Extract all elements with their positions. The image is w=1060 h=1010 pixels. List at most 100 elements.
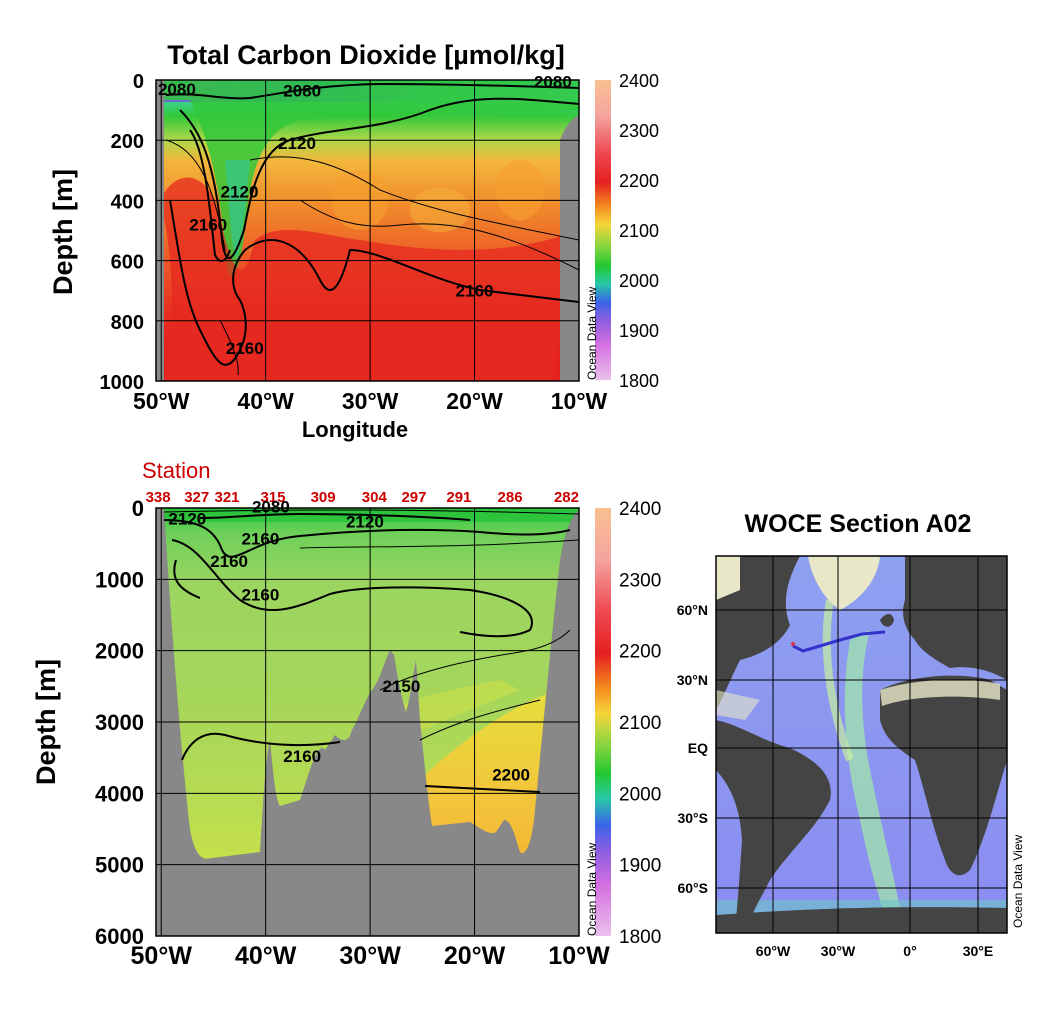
bottom-contour-label: 2160 — [210, 552, 248, 571]
map-credit: Ocean Data View — [1011, 835, 1025, 928]
bottom-colorbar-tick-label: 2400 — [619, 499, 661, 520]
bottom-y-tick-label: 0 — [132, 496, 144, 521]
bottom-x-tick-label: 30°W — [339, 942, 401, 970]
map-lon-label: 0° — [903, 943, 916, 959]
bottom-colorbar-tick-label: 1800 — [619, 927, 661, 948]
station-numbers: 338 327 321 315 309 304 297 291 286 282 — [146, 489, 579, 506]
station-number: 291 — [446, 489, 471, 506]
map-lon-label: 60°W — [756, 943, 791, 959]
bottom-y-tick-label: 2000 — [95, 639, 144, 664]
top-x-tick-label: 50°W — [133, 388, 190, 414]
bottom-y-tick-label: 1000 — [95, 567, 144, 592]
bottom-y-tick-label: 6000 — [95, 924, 144, 949]
bottom-colorbar-ticks: 2400 2300 2200 2100 2000 1900 1800 — [619, 499, 661, 948]
top-contour-label: 2120 — [278, 134, 316, 153]
top-x-axis: 50°W 40°W 30°W 20°W 10°W — [133, 388, 608, 414]
station-number: 315 — [260, 489, 285, 506]
top-x-tick-label: 20°W — [446, 388, 503, 414]
top-y-tick-label: 1000 — [100, 372, 145, 394]
top-y-label: Depth [m] — [48, 169, 78, 295]
bottom-contour-label: 2150 — [383, 677, 421, 696]
top-section-field — [156, 80, 579, 381]
station-number: 304 — [362, 489, 388, 506]
station-number: 286 — [498, 489, 523, 506]
top-y-tick-label: 200 — [111, 131, 144, 153]
bottom-colorbar: 2400 2300 2200 2100 2000 1900 1800 Ocean Data … — [585, 499, 661, 948]
bottom-grid — [156, 508, 580, 936]
top-y-tick-label: 800 — [111, 312, 144, 334]
top-colorbar-tick-label: 2400 — [619, 71, 659, 91]
bottom-x-tick-label: 50°W — [131, 942, 193, 970]
bottom-contour-label: 2080 — [252, 497, 290, 516]
top-contour-label: 2120 — [221, 182, 259, 201]
map-atlantic: * — [716, 556, 1007, 933]
top-grid — [156, 80, 580, 381]
station-label: Station — [142, 458, 211, 483]
top-colorbar-tick-label: 2200 — [619, 171, 659, 191]
bottom-y-tick-label: 3000 — [95, 710, 144, 735]
station-number: 282 — [554, 489, 579, 506]
bottom-x-axis: 50°W 40°W 30°W 20°W 10°W — [131, 942, 611, 970]
bottom-colorbar-tick-label: 2100 — [619, 713, 661, 734]
map-lon-labels: 60°W 30°W 0° 30°E — [756, 943, 993, 959]
top-colorbar-tick-label: 1800 — [619, 371, 659, 391]
bottom-x-tick-label: 20°W — [444, 942, 506, 970]
svg-text:*: * — [790, 638, 796, 654]
bottom-x-tick-label: 10°W — [548, 942, 610, 970]
bottom-colorbar-tick-label: 2300 — [619, 570, 661, 591]
map-lon-label: 30°E — [963, 943, 994, 959]
map-lat-label: 60°N — [677, 602, 708, 618]
map-frame — [715, 555, 1008, 934]
top-y-tick-label: 600 — [111, 252, 144, 274]
map-lat-label: EQ — [688, 740, 708, 756]
bottom-y-tick-label: 5000 — [95, 853, 144, 878]
station-number: 321 — [215, 489, 240, 506]
top-contour-label: 2160 — [456, 282, 494, 301]
map-lon-label: 30°W — [821, 943, 856, 959]
bottom-colorbar-tick-label: 1900 — [619, 856, 661, 877]
bottom-colorbar-tick-label: 2200 — [619, 642, 661, 663]
station-number: 297 — [401, 489, 426, 506]
bottom-colorbar-credit: Ocean Data View — [585, 843, 599, 936]
top-contour-label: 2080 — [534, 73, 572, 92]
bottom-colorbar-tick-label: 2000 — [619, 784, 661, 805]
top-chart-title: Total Carbon Dioxide [µmol/kg] — [167, 40, 565, 70]
top-contour-label: 2080 — [158, 80, 196, 99]
top-colorbar-tick-label: 2100 — [619, 221, 659, 241]
bottom-contour-label: 2160 — [242, 586, 280, 605]
top-colorbar-tick-label: 2000 — [619, 271, 659, 291]
map-grid — [716, 556, 1007, 933]
top-contour-label: 2160 — [226, 339, 264, 358]
bottom-y-label: Depth [m] — [31, 659, 61, 785]
bottom-contour-label: 2120 — [346, 512, 384, 531]
top-y-axis: 0 200 400 600 800 1000 — [100, 71, 145, 394]
station-number: 338 — [146, 489, 171, 506]
bottom-x-tick-label: 40°W — [235, 942, 297, 970]
map-lat-label: 30°S — [677, 810, 708, 826]
map-title: WOCE Section A02 — [745, 510, 972, 538]
bottom-contour-label: 2160 — [283, 747, 321, 766]
top-x-tick-label: 40°W — [237, 388, 294, 414]
map-lat-labels: 60°N 30°N EQ 30°S 60°S — [677, 602, 708, 896]
top-colorbar-tick-label: 1900 — [619, 321, 659, 341]
top-contour-label: 2160 — [189, 216, 227, 235]
top-colorbar-credit: Ocean Data View — [585, 287, 599, 380]
station-number: 309 — [311, 489, 336, 506]
bottom-y-axis: 0 1000 2000 3000 4000 5000 6000 — [95, 496, 144, 949]
top-contour-labels: 2080 2080 2080 2120 2120 2160 2160 2160 — [158, 73, 572, 358]
top-colorbar-ticks: 2400 2300 2200 2100 2000 1900 1800 — [619, 71, 659, 391]
top-x-tick-label: 30°W — [342, 388, 399, 414]
bottom-contour-label: 2160 — [242, 529, 280, 548]
station-number: 327 — [184, 489, 209, 506]
bottom-contour-label: 2200 — [492, 765, 530, 784]
top-colorbar-tick-label: 2300 — [619, 121, 659, 141]
map-lat-label: 30°N — [677, 672, 708, 688]
bottom-contour-labels: 2080 2120 2120 2160 2160 2160 2160 2200 2150 — [168, 497, 530, 784]
top-x-label: Longitude — [302, 417, 408, 442]
top-y-tick-label: 0 — [133, 71, 144, 93]
top-contour-label: 2080 — [283, 82, 321, 101]
bottom-y-tick-label: 4000 — [95, 781, 144, 806]
top-colorbar: 2400 2300 2200 2100 2000 1900 1800 Ocean Data … — [585, 71, 659, 391]
map-lat-label: 60°S — [677, 880, 708, 896]
